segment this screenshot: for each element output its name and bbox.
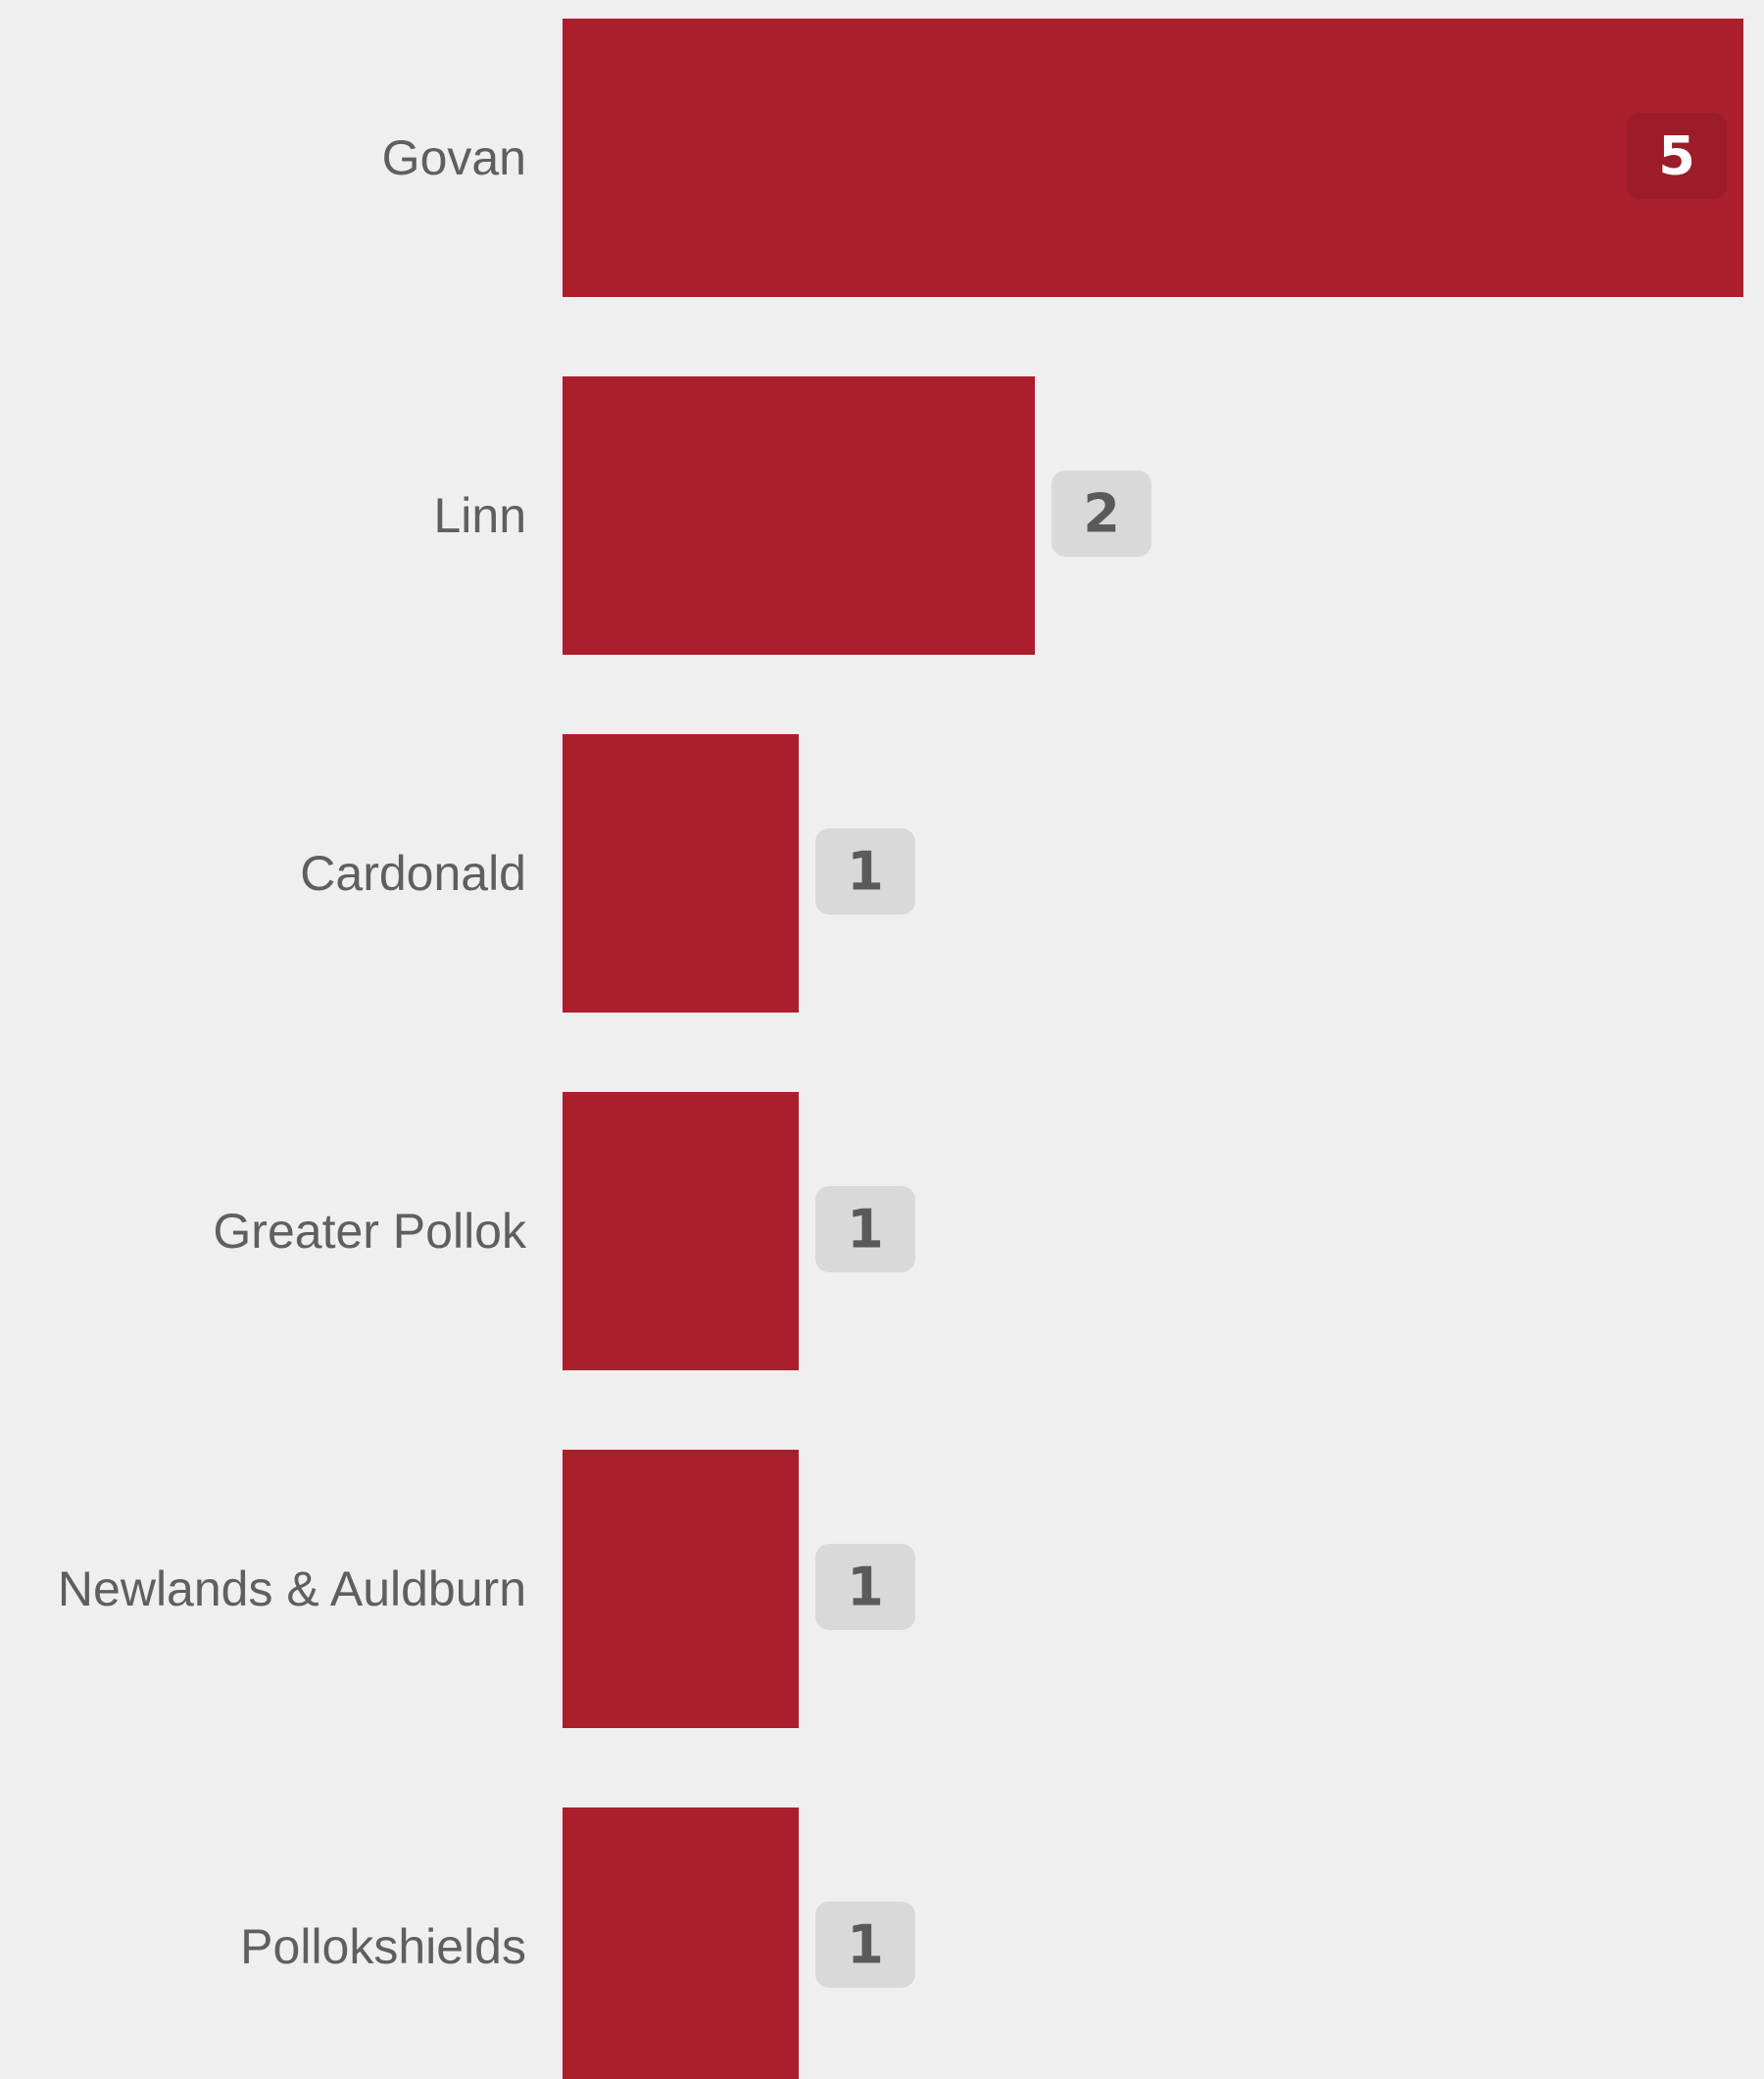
bar-group: Newlands & Auldburn 1 (58, 1450, 915, 1728)
value-badge (815, 1186, 915, 1272)
value-badge (1627, 113, 1727, 199)
value-label: 1 (847, 1914, 884, 1976)
bar-group: Pollokshields 1 (240, 1807, 915, 2079)
bar (563, 1807, 799, 2079)
category-label: Govan (382, 130, 526, 185)
value-label: 1 (847, 1557, 884, 1618)
category-label: Greater Pollok (213, 1204, 527, 1259)
bar (563, 19, 1743, 297)
value-badge (1052, 470, 1152, 557)
bar-group: Govan 5 (382, 19, 1743, 297)
bar (563, 734, 799, 1013)
value-badge (815, 1544, 915, 1630)
bar-group: Cardonald 1 (300, 734, 915, 1013)
bar (563, 1450, 799, 1728)
value-label: 2 (1083, 483, 1120, 545)
bar-group: Linn 2 (433, 376, 1152, 655)
category-label: Linn (433, 488, 526, 543)
bar-group: Greater Pollok 1 (213, 1092, 915, 1370)
value-badge (815, 828, 915, 915)
category-label: Pollokshields (240, 1919, 526, 1974)
bar (563, 376, 1035, 655)
bar (563, 1092, 799, 1370)
value-label: 1 (847, 841, 884, 903)
value-label: 5 (1658, 125, 1695, 187)
category-label: Newlands & Auldburn (58, 1561, 526, 1616)
value-badge (815, 1902, 915, 1988)
category-label: Cardonald (300, 846, 526, 901)
value-label: 1 (847, 1199, 884, 1261)
